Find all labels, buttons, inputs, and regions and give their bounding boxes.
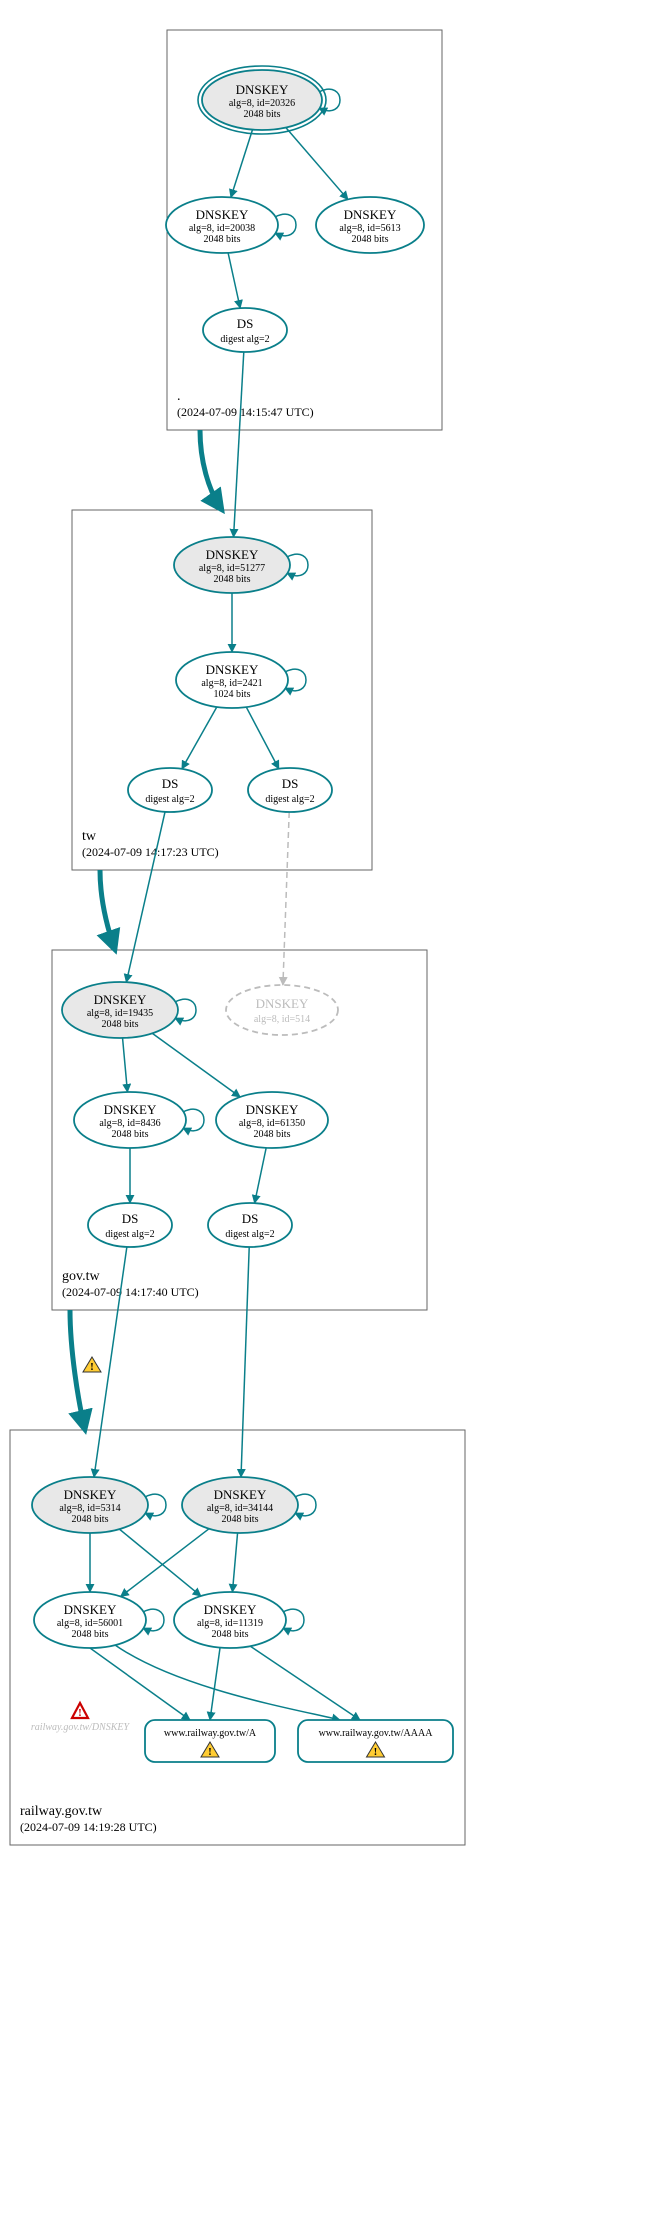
svg-text:2048 bits: 2048 bits (214, 574, 251, 585)
svg-text:DNSKEY: DNSKEY (236, 82, 289, 97)
edge (234, 352, 244, 537)
svg-text:alg=8, id=56001: alg=8, id=56001 (57, 1618, 123, 1629)
edge (115, 1645, 340, 1720)
svg-text:!: ! (90, 1361, 94, 1373)
svg-text:tw: tw (82, 829, 97, 844)
svg-text:DNSKEY: DNSKEY (64, 1602, 117, 1617)
edge (241, 1247, 249, 1477)
svg-text:(2024-07-09 14:17:40 UTC): (2024-07-09 14:17:40 UTC) (62, 1285, 199, 1299)
edge (286, 128, 348, 200)
edge (232, 1533, 237, 1592)
edge-deleg (200, 430, 222, 510)
svg-text:.: . (177, 389, 181, 404)
svg-text:!: ! (208, 1746, 212, 1758)
svg-text:alg=8, id=19435: alg=8, id=19435 (87, 1008, 153, 1019)
svg-text:DNSKEY: DNSKEY (204, 1602, 257, 1617)
dnssec-graph: .(2024-07-09 14:15:47 UTC)tw(2024-07-09 … (0, 0, 653, 2237)
svg-text:gov.tw: gov.tw (62, 1269, 100, 1284)
edge (152, 1033, 240, 1097)
svg-text:www.railway.gov.tw/A: www.railway.gov.tw/A (164, 1728, 257, 1739)
edge (210, 1648, 220, 1720)
svg-text:alg=8, id=34144: alg=8, id=34144 (207, 1503, 273, 1514)
svg-text:2048 bits: 2048 bits (102, 1019, 139, 1030)
svg-text:DNSKEY: DNSKEY (94, 992, 147, 1007)
edge (119, 1529, 200, 1596)
svg-text:alg=8, id=20038: alg=8, id=20038 (189, 223, 255, 234)
svg-text:DS: DS (242, 1211, 259, 1226)
svg-text:2048 bits: 2048 bits (222, 1514, 259, 1525)
svg-text:digest alg=2: digest alg=2 (225, 1229, 274, 1240)
svg-text:1024 bits: 1024 bits (214, 689, 251, 700)
svg-text:!: ! (374, 1746, 378, 1758)
svg-text:DNSKEY: DNSKEY (206, 547, 259, 562)
svg-text:alg=8, id=5314: alg=8, id=5314 (59, 1503, 120, 1514)
svg-text:digest alg=2: digest alg=2 (220, 334, 269, 345)
svg-text:DNSKEY: DNSKEY (104, 1102, 157, 1117)
svg-text:DNSKEY: DNSKEY (206, 662, 259, 677)
edge-deleg (100, 870, 115, 950)
svg-text:alg=8, id=20326: alg=8, id=20326 (229, 98, 295, 109)
svg-text:2048 bits: 2048 bits (212, 1629, 249, 1640)
edge (121, 1529, 210, 1597)
svg-text:2048 bits: 2048 bits (72, 1629, 109, 1640)
svg-text:DS: DS (162, 776, 179, 791)
svg-text:alg=8, id=2421: alg=8, id=2421 (201, 678, 262, 689)
svg-text:(2024-07-09 14:19:28 UTC): (2024-07-09 14:19:28 UTC) (20, 1820, 157, 1834)
svg-text:DS: DS (237, 316, 254, 331)
svg-text:(2024-07-09 14:15:47 UTC): (2024-07-09 14:15:47 UTC) (177, 405, 314, 419)
svg-text:DNSKEY: DNSKEY (196, 207, 249, 222)
svg-text:DNSKEY: DNSKEY (64, 1487, 117, 1502)
svg-text:DS: DS (122, 1211, 139, 1226)
edge (255, 1148, 267, 1203)
svg-text:DNSKEY: DNSKEY (256, 996, 309, 1011)
svg-text:digest alg=2: digest alg=2 (265, 794, 314, 805)
svg-text:alg=8, id=5613: alg=8, id=5613 (339, 223, 400, 234)
svg-text:alg=8, id=11319: alg=8, id=11319 (197, 1618, 263, 1629)
edge-deleg (70, 1310, 85, 1430)
edge (228, 253, 240, 308)
svg-text:alg=8, id=61350: alg=8, id=61350 (239, 1118, 305, 1129)
edge (90, 1648, 190, 1720)
edge (231, 130, 253, 198)
svg-text:DNSKEY: DNSKEY (246, 1102, 299, 1117)
svg-text:2048 bits: 2048 bits (352, 234, 389, 245)
svg-text:railway.gov.tw/DNSKEY: railway.gov.tw/DNSKEY (31, 1722, 131, 1733)
svg-text:alg=8, id=51277: alg=8, id=51277 (199, 563, 265, 574)
svg-text:!: ! (78, 1707, 82, 1719)
svg-text:2048 bits: 2048 bits (112, 1129, 149, 1140)
svg-text:digest alg=2: digest alg=2 (145, 794, 194, 805)
svg-text:DNSKEY: DNSKEY (214, 1487, 267, 1502)
edge (250, 1646, 360, 1720)
edge (283, 812, 289, 985)
svg-text:2048 bits: 2048 bits (244, 109, 281, 120)
svg-text:DS: DS (282, 776, 299, 791)
edge (182, 707, 217, 769)
svg-text:2048 bits: 2048 bits (72, 1514, 109, 1525)
svg-text:www.railway.gov.tw/AAAA: www.railway.gov.tw/AAAA (319, 1728, 434, 1739)
svg-text:DNSKEY: DNSKEY (344, 207, 397, 222)
edge (123, 1038, 128, 1092)
edge (126, 812, 165, 982)
svg-text:2048 bits: 2048 bits (254, 1129, 291, 1140)
svg-text:digest alg=2: digest alg=2 (105, 1229, 154, 1240)
svg-text:alg=8, id=8436: alg=8, id=8436 (99, 1118, 160, 1129)
edge (246, 707, 279, 769)
svg-text:2048 bits: 2048 bits (204, 234, 241, 245)
svg-text:(2024-07-09 14:17:23 UTC): (2024-07-09 14:17:23 UTC) (82, 845, 219, 859)
svg-text:alg=8, id=514: alg=8, id=514 (254, 1014, 310, 1025)
svg-text:railway.gov.tw: railway.gov.tw (20, 1804, 103, 1819)
